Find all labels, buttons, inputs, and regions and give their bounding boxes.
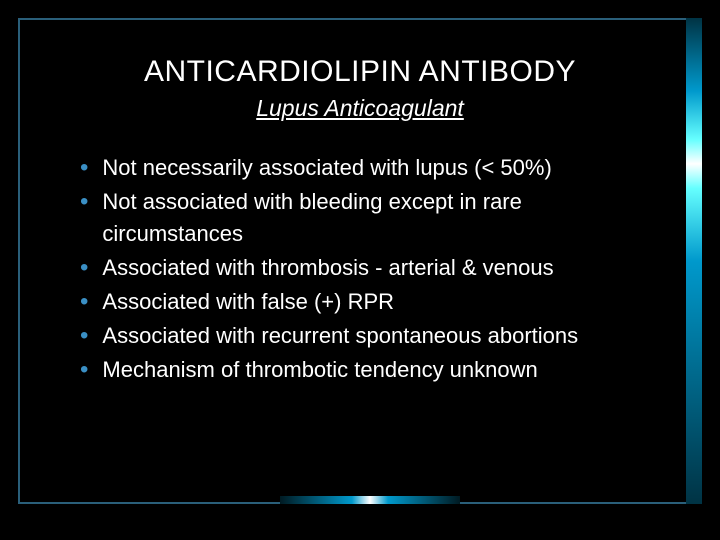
list-item: • Associated with recurrent spontaneous … xyxy=(80,320,660,352)
bullet-text: Associated with recurrent spontaneous ab… xyxy=(102,320,578,352)
bullet-text: Mechanism of thrombotic tendency unknown xyxy=(102,354,537,386)
slide-content: ANTICARDIOLIPIN ANTIBODY Lupus Anticoagu… xyxy=(60,55,660,388)
bullet-text: Associated with false (+) RPR xyxy=(102,286,394,318)
bullet-icon: • xyxy=(80,152,88,184)
bullet-icon: • xyxy=(80,320,88,352)
list-item: • Not necessarily associated with lupus … xyxy=(80,152,660,184)
slide-subtitle: Lupus Anticoagulant xyxy=(60,95,660,122)
bullet-icon: • xyxy=(80,354,88,386)
bullet-icon: • xyxy=(80,186,88,218)
bullet-icon: • xyxy=(80,252,88,284)
list-item: • Associated with thrombosis - arterial … xyxy=(80,252,660,284)
accent-bar-right xyxy=(686,18,702,504)
bullet-list: • Not necessarily associated with lupus … xyxy=(60,152,660,386)
list-item: • Mechanism of thrombotic tendency unkno… xyxy=(80,354,660,386)
list-item: • Not associated with bleeding except in… xyxy=(80,186,660,250)
slide-title: ANTICARDIOLIPIN ANTIBODY xyxy=(60,55,660,89)
list-item: • Associated with false (+) RPR xyxy=(80,286,660,318)
bullet-icon: • xyxy=(80,286,88,318)
bullet-text: Not associated with bleeding except in r… xyxy=(102,186,660,250)
bullet-text: Associated with thrombosis - arterial & … xyxy=(102,252,553,284)
accent-bar-bottom xyxy=(280,496,460,504)
bullet-text: Not necessarily associated with lupus (<… xyxy=(102,152,551,184)
